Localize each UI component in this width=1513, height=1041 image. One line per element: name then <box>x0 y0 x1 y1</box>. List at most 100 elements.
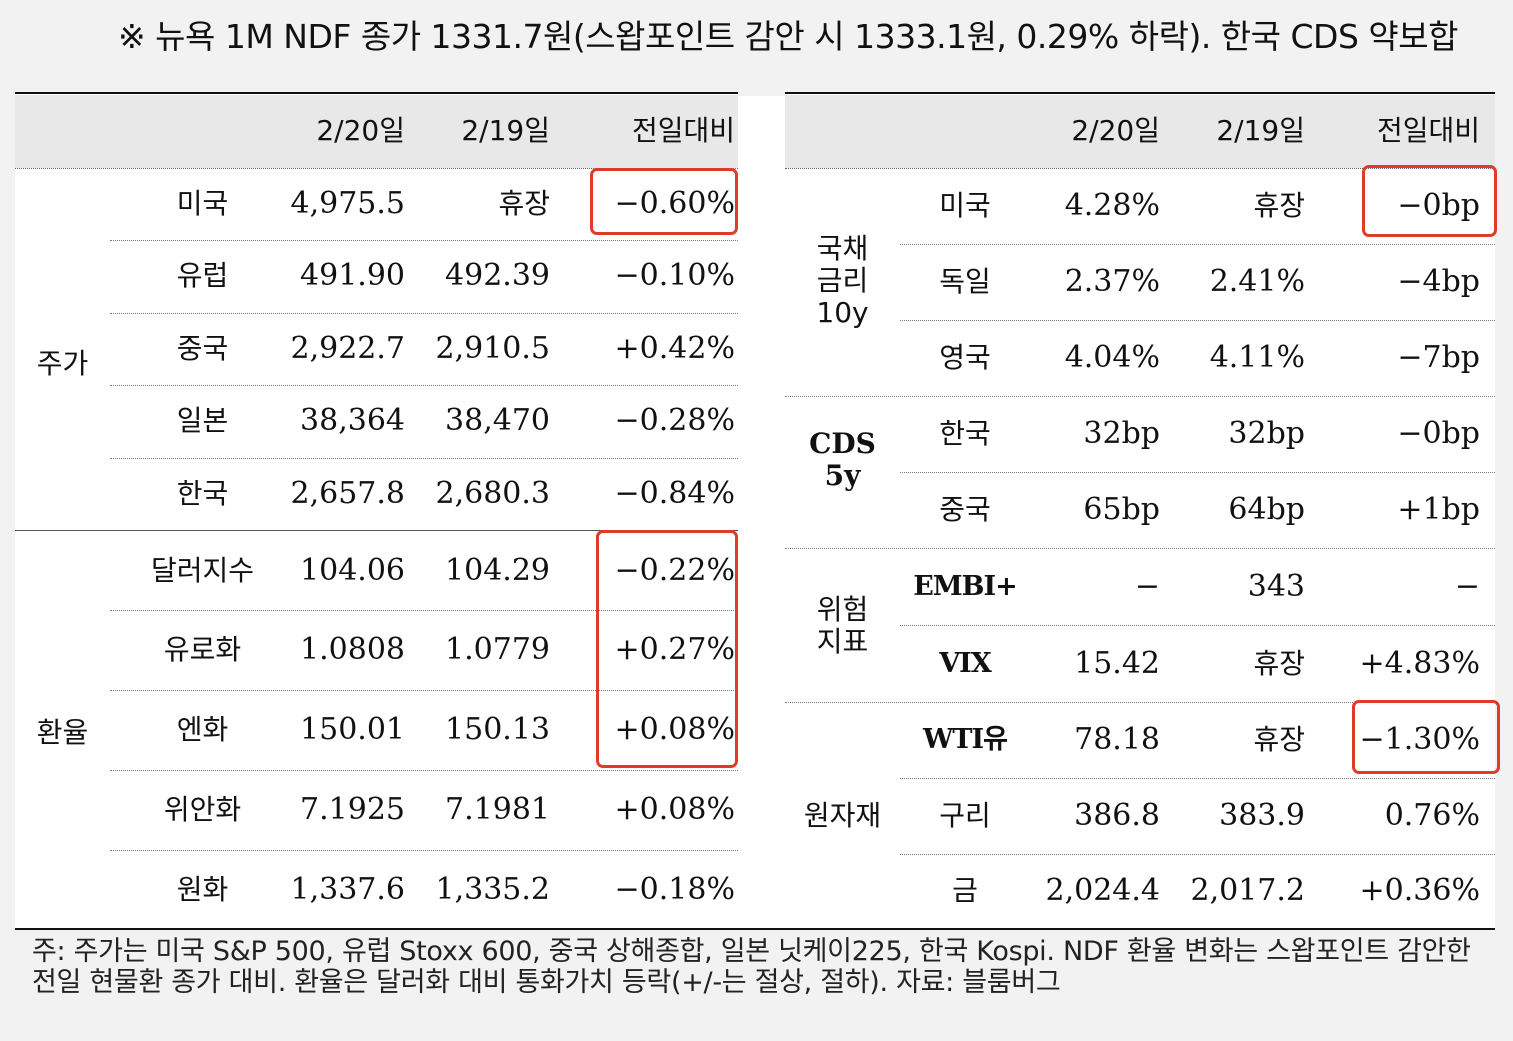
value-d2: 휴장 <box>498 187 550 220</box>
row-label: 일본 <box>176 404 229 437</box>
value-chg: −4bp <box>1397 264 1480 299</box>
row-divider <box>110 385 738 386</box>
value-d1: 7.1925 <box>300 792 405 827</box>
row-label: 중국 <box>176 332 229 365</box>
row-divider <box>110 850 738 851</box>
row-label: 구리 <box>939 799 991 832</box>
header-divider <box>15 168 738 169</box>
value-chg: −0.18% <box>614 872 735 907</box>
value-d2: 2,910.5 <box>435 331 550 366</box>
value-d2: 343 <box>1247 568 1305 604</box>
value-chg: −0.28% <box>614 403 735 438</box>
value-chg: +0.27% <box>614 632 735 667</box>
value-d2: 383.9 <box>1219 798 1305 833</box>
group-label-bond: 국채 금리 10y <box>816 232 869 329</box>
group-label-stocks: 주가 <box>36 347 89 380</box>
row-label: 중국 <box>939 493 991 526</box>
value-d2: 휴장 <box>1253 646 1305 680</box>
value-d1: 4,975.5 <box>290 186 405 221</box>
row-label: 엔화 <box>176 713 229 746</box>
value-chg: −0.22% <box>614 553 735 588</box>
value-d1: 150.01 <box>300 712 405 747</box>
row-label: 영국 <box>939 341 991 374</box>
header-bg-left <box>15 95 738 168</box>
value-chg: −0.60% <box>614 186 735 221</box>
table-bottom-border <box>15 928 1495 930</box>
row-label: EMBI+ <box>913 570 1018 602</box>
value-chg: +0.08% <box>614 712 735 747</box>
value-d2: 150.13 <box>445 712 550 747</box>
group-label-fx: 환율 <box>36 716 89 749</box>
row-divider <box>900 625 1495 626</box>
value-d1: 104.06 <box>300 553 405 588</box>
header-divider <box>785 168 1495 169</box>
value-chg: −7bp <box>1397 340 1480 375</box>
value-d2: 4.11% <box>1209 340 1305 375</box>
col-header-chg: 전일대비 <box>631 114 735 147</box>
value-d2: 104.29 <box>445 553 550 588</box>
value-d1: 65bp <box>1083 492 1160 527</box>
value-chg: +0.42% <box>614 331 735 366</box>
group-label-commodity: 원자재 <box>803 799 882 832</box>
value-chg: −0.84% <box>614 476 735 511</box>
value-d1: 2.37% <box>1064 264 1160 299</box>
col-header-d1: 2/20일 <box>316 114 405 147</box>
value-d1: 38,364 <box>300 403 405 438</box>
group-label-cds: CDS 5y <box>809 427 876 492</box>
row-divider <box>900 778 1495 779</box>
row-label: 금 <box>952 874 978 907</box>
value-chg: −0bp <box>1397 188 1480 223</box>
value-d1: 15.42 <box>1074 645 1160 681</box>
value-d2: 2,017.2 <box>1190 873 1305 908</box>
group-divider <box>785 548 1495 549</box>
value-d2: 1,335.2 <box>435 872 550 907</box>
group-divider <box>785 396 1495 397</box>
value-d2: 64bp <box>1228 492 1305 527</box>
row-label: WTI유 <box>923 724 1008 755</box>
highlight-box <box>590 168 738 235</box>
highlight-box <box>1352 700 1500 774</box>
row-divider <box>110 458 738 459</box>
value-chg: −1.30% <box>1359 722 1480 757</box>
value-d1: 4.28% <box>1064 188 1160 223</box>
value-d2: 492.39 <box>445 258 550 293</box>
row-divider <box>900 320 1495 321</box>
highlight-box <box>596 530 738 768</box>
value-d2: 2.41% <box>1209 264 1305 299</box>
value-d1: − <box>1134 568 1160 604</box>
value-chg: +0.36% <box>1359 873 1480 908</box>
value-chg: +1bp <box>1397 492 1480 527</box>
value-d2: 휴장 <box>1253 189 1305 222</box>
col-header-chg: 전일대비 <box>1376 114 1480 147</box>
value-d1: 1,337.6 <box>290 872 405 907</box>
row-divider <box>110 240 738 241</box>
value-d2: 휴장 <box>1253 723 1305 756</box>
value-d1: 2,922.7 <box>290 331 405 366</box>
row-divider <box>110 313 738 314</box>
row-label: 미국 <box>939 189 991 222</box>
value-d1: 1.0808 <box>300 632 405 667</box>
group-label-risk: 위험 지표 <box>816 593 869 658</box>
value-chg: 0.76% <box>1384 798 1480 833</box>
row-label: VIX <box>939 647 992 679</box>
col-header-d2: 2/19일 <box>461 114 550 147</box>
value-d1: 491.90 <box>300 258 405 293</box>
value-chg: +4.83% <box>1359 645 1480 681</box>
value-d2: 32bp <box>1228 416 1305 451</box>
headline: ※ 뉴욕 1M NDF 종가 1331.7원(스왑포인트 감안 시 1333.1… <box>117 17 1459 56</box>
panel-gap <box>738 93 785 929</box>
row-label: 한국 <box>939 417 991 450</box>
value-d1: 386.8 <box>1074 798 1160 833</box>
value-chg: −0.10% <box>614 258 735 293</box>
value-d2: 1.0779 <box>445 632 550 667</box>
row-label: 유럽 <box>176 259 229 292</box>
row-divider <box>900 472 1495 473</box>
row-label: 유로화 <box>163 633 242 666</box>
row-label: 위안화 <box>163 793 242 826</box>
row-label: 원화 <box>176 873 229 906</box>
row-divider <box>110 770 738 771</box>
col-header-d2: 2/19일 <box>1216 114 1305 147</box>
highlight-box <box>1362 165 1497 237</box>
row-label: 한국 <box>176 477 229 510</box>
header-bg-right <box>785 95 1495 168</box>
